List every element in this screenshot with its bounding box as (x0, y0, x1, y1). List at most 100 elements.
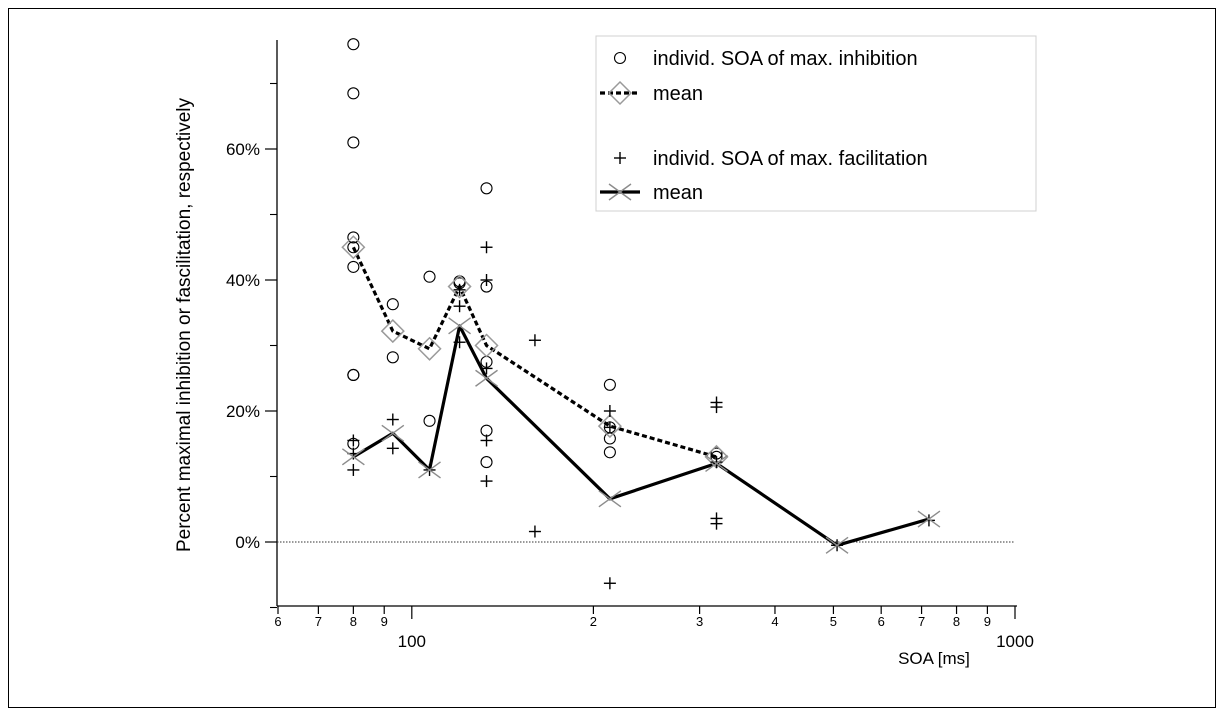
data-point-plus (453, 336, 466, 349)
legend-entry-3: mean (600, 182, 703, 204)
series-layer (341, 38, 941, 590)
data-point-circle (347, 136, 360, 149)
data-point-circle (480, 456, 493, 469)
legend: individ. SOA of max. inhibition mean indiv… (595, 35, 1037, 212)
mean-point-diamond (607, 80, 633, 106)
data-point-circle (603, 446, 616, 459)
y-tick-label: 40% (226, 271, 260, 290)
data-point-circle (347, 260, 360, 273)
data-point-circle (347, 368, 360, 382)
data-point-plus (710, 401, 723, 414)
series-3-markers (341, 317, 941, 554)
x-tick-label: 100 (398, 632, 426, 651)
data-point-circle (347, 241, 360, 254)
x-tick-label: 4 (771, 614, 778, 629)
mean-point-x (705, 454, 728, 472)
x-stroke-2 (598, 490, 622, 508)
y-tick-label: 60% (226, 140, 260, 159)
data-point-circle (603, 432, 616, 445)
data-point-plus (614, 152, 626, 164)
data-point-circle (480, 182, 493, 195)
data-point-circle (386, 298, 399, 311)
facilitation-mean-line (352, 324, 930, 547)
data-point-circle (347, 38, 360, 51)
x-tick-label: 7 (315, 614, 322, 629)
legend-label: individ. SOA of max. inhibition (653, 48, 918, 70)
data-point-circle (423, 270, 436, 283)
y-axis-label: Percent maximal inhibition or fascilitat… (174, 97, 195, 552)
data-point-plus (386, 413, 399, 426)
data-point-plus (453, 300, 466, 313)
mean-point-x (598, 490, 622, 508)
mean-point-x (381, 424, 405, 442)
data-point-plus (480, 274, 493, 286)
x-tick-label: 3 (696, 614, 703, 629)
data-point-plus (480, 362, 493, 375)
x-tick-label: 8 (350, 614, 357, 629)
mean-point-x (608, 183, 632, 201)
data-point-plus (347, 463, 360, 476)
chart: 6 7 8 9 100 2 3 4 5 6 7 8 9 1000 0% 20% 40% 60% Percent m… (174, 35, 1037, 668)
mean-point-diamond (380, 319, 405, 344)
x-tick-label: 6 (878, 614, 885, 629)
mean-point-x (475, 369, 498, 387)
x-stroke-2 (608, 183, 632, 201)
data-point-plus (922, 514, 935, 527)
data-point-plus (528, 334, 541, 347)
data-point-plus (528, 525, 541, 538)
x-stroke-2 (917, 510, 941, 528)
mean-point-x (917, 510, 941, 528)
data-point-plus (603, 421, 616, 434)
data-point-plus (347, 434, 360, 447)
x-tick-label: 9 (984, 614, 991, 629)
mean-point-x (825, 536, 849, 554)
legend-label: mean (653, 83, 703, 105)
data-point-plus (710, 456, 723, 469)
mean-point-diamond (597, 414, 622, 439)
legend-box (595, 35, 1037, 212)
legend-entry-0: individ. SOA of max. inhibition (613, 48, 918, 70)
x-stroke-2 (705, 454, 728, 472)
mean-point-x (341, 448, 365, 466)
legend-label: individ. SOA of max. facilitation (653, 148, 928, 170)
data-point-circle (603, 378, 616, 391)
x-tick-label: 9 (381, 614, 388, 629)
legend-label: mean (653, 182, 703, 204)
x-tick-label: 7 (918, 614, 925, 629)
y-tick-label: 20% (226, 402, 260, 421)
data-point-plus (386, 442, 399, 455)
mean-point-x (418, 461, 441, 479)
series-2-markers (347, 241, 935, 590)
mean-point-diamond (341, 235, 366, 260)
data-point-plus (480, 241, 493, 254)
mean-point-diamond (417, 336, 442, 361)
data-point-circle (423, 414, 436, 427)
x-tick-label: 2 (590, 614, 597, 629)
mean-point-x (448, 317, 471, 335)
x-stroke-2 (381, 424, 405, 442)
mean-point-diamond (474, 333, 499, 358)
x-stroke-2 (418, 461, 441, 479)
data-point-plus (603, 405, 616, 417)
x-stroke-2 (475, 369, 498, 387)
x-tick-label: 6 (274, 614, 281, 629)
data-point-circle (347, 87, 360, 100)
x-stroke-2 (341, 448, 365, 466)
data-point-plus (453, 283, 466, 296)
x-tick-label: 1000 (996, 632, 1034, 651)
y-tick-label: 0% (235, 533, 260, 552)
data-point-plus (480, 475, 493, 488)
x-axis-label: SOA [ms] (898, 649, 970, 668)
mean-point-diamond (447, 274, 472, 299)
legend-entry-1: mean (600, 80, 703, 106)
data-point-circle (386, 351, 399, 364)
data-point-plus (603, 577, 616, 590)
data-point-plus (480, 434, 493, 447)
data-point-circle (347, 231, 360, 244)
series-1-markers (341, 235, 729, 469)
data-point-plus (710, 517, 723, 530)
legend-entry-2: individ. SOA of max. facilitation (614, 148, 928, 170)
data-point-circle (613, 51, 627, 65)
x-tick-label: 8 (953, 614, 960, 629)
x-tick-label: 5 (830, 614, 837, 629)
